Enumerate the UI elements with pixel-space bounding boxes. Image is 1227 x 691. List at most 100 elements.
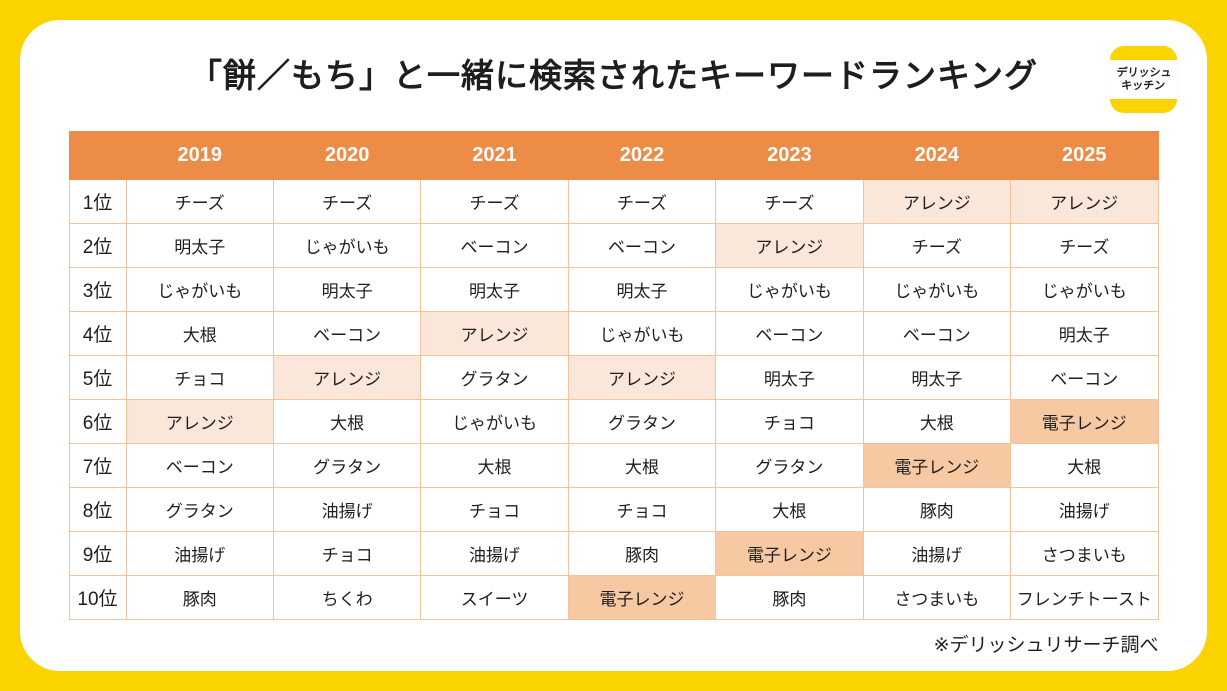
keyword-cell-2021-rank1: チーズ — [420, 179, 569, 224]
keyword-cell-2022-rank9: 豚肉 — [567, 531, 717, 576]
keyword-cell-2024-rank9: 油揚げ — [862, 531, 1012, 576]
keyword-cell-2023-rank4: ベーコン — [715, 311, 864, 356]
keyword-cell-2022-rank1: チーズ — [567, 179, 717, 224]
keyword-cell-2023-rank3: じゃがいも — [715, 267, 864, 312]
keyword-cell-2020-rank6: 大根 — [272, 399, 422, 444]
keyword-cell-2023-rank9: 電子レンジ — [715, 531, 864, 576]
keyword-cell-2019-rank3: じゃがいも — [125, 267, 274, 312]
keyword-cell-2020-rank9: チョコ — [272, 531, 422, 576]
rank-row-8: 8位 グラタン 油揚げ チョコ チョコ 大根 豚肉 油揚げ — [68, 487, 1159, 532]
keyword-cell-2020-rank4: ベーコン — [272, 311, 422, 356]
keyword-cell-2022-rank7: 大根 — [567, 443, 717, 488]
keyword-cell-2025-rank5: ベーコン — [1010, 355, 1159, 400]
keyword-cell-2019-rank5: チョコ — [125, 355, 274, 400]
keyword-cell-2024-rank5: 明太子 — [862, 355, 1012, 400]
logo-bottom-bar — [1110, 99, 1177, 113]
rank-row-6: 6位 アレンジ 大根 じゃがいも グラタン チョコ 大根 電子レンジ — [68, 399, 1159, 444]
keyword-cell-2025-rank7: 大根 — [1010, 443, 1159, 488]
keyword-cell-2020-rank8: 油揚げ — [272, 487, 422, 532]
keyword-cell-2020-rank1: チーズ — [272, 179, 422, 224]
keyword-cell-2019-rank2: 明太子 — [125, 223, 274, 268]
keyword-cell-2025-rank10: フレンチトースト — [1010, 575, 1159, 620]
rank-label-cell: 4位 — [68, 311, 127, 356]
keyword-cell-2021-rank2: ベーコン — [420, 223, 569, 268]
rank-label-cell: 9位 — [68, 531, 127, 576]
keyword-cell-2019-rank4: 大根 — [125, 311, 274, 356]
keyword-cell-2022-rank8: チョコ — [567, 487, 717, 532]
keyword-cell-2020-rank7: グラタン — [272, 443, 422, 488]
logo-line-2: キッチン — [1120, 79, 1166, 92]
keyword-cell-2025-rank4: 明太子 — [1010, 311, 1159, 356]
year-header-2024: 2024 — [862, 131, 1012, 180]
rank-row-7: 7位 ベーコン グラタン 大根 大根 グラタン 電子レンジ 大根 — [68, 443, 1159, 488]
keyword-cell-2022-rank6: グラタン — [567, 399, 717, 444]
keyword-cell-2023-rank7: グラタン — [715, 443, 864, 488]
keyword-cell-2022-rank10: 電子レンジ — [567, 575, 717, 620]
content-panel: 「餅／もち」と一緒に検索されたキーワードランキング デリッシュ キッチン 201… — [20, 20, 1207, 671]
keyword-cell-2025-rank9: さつまいも — [1010, 531, 1159, 576]
keyword-cell-2023-rank5: 明太子 — [715, 355, 864, 400]
keyword-cell-2024-rank6: 大根 — [862, 399, 1012, 444]
rank-row-10: 10位 豚肉 ちくわ スイーツ 電子レンジ 豚肉 さつまいも フレンチトースト — [68, 575, 1159, 620]
keyword-cell-2022-rank3: 明太子 — [567, 267, 717, 312]
rank-label-cell: 6位 — [68, 399, 127, 444]
year-header-row: 2019 2020 2021 2022 2023 2024 2025 — [68, 131, 1159, 180]
rank-label-cell: 2位 — [68, 223, 127, 268]
rank-row-2: 2位 明太子 じゃがいも ベーコン ベーコン アレンジ チーズ チーズ — [68, 223, 1159, 268]
keyword-cell-2023-rank2: アレンジ — [715, 223, 864, 268]
year-header-2023: 2023 — [715, 131, 864, 180]
keyword-cell-2023-rank8: 大根 — [715, 487, 864, 532]
keyword-cell-2019-rank10: 豚肉 — [125, 575, 274, 620]
keyword-cell-2025-rank3: じゃがいも — [1010, 267, 1159, 312]
table-body: 1位 チーズ チーズ チーズ チーズ チーズ アレンジ アレンジ 2位 明太子 じゃがいも ベーコンベ… — [68, 179, 1159, 620]
year-header-2021: 2021 — [420, 131, 569, 180]
keyword-cell-2019-rank1: チーズ — [125, 179, 274, 224]
keyword-cell-2024-rank10: さつまいも — [862, 575, 1012, 620]
year-header-2020: 2020 — [272, 131, 422, 180]
keyword-cell-2020-rank5: アレンジ — [272, 355, 422, 400]
keyword-cell-2021-rank6: じゃがいも — [420, 399, 569, 444]
keyword-cell-2024-rank3: じゃがいも — [862, 267, 1012, 312]
keyword-cell-2019-rank6: アレンジ — [125, 399, 274, 444]
rank-label-cell: 1位 — [68, 179, 127, 224]
keyword-cell-2022-rank5: アレンジ — [567, 355, 717, 400]
keyword-cell-2021-rank7: 大根 — [420, 443, 569, 488]
keyword-cell-2024-rank1: アレンジ — [862, 179, 1012, 224]
keyword-cell-2019-rank9: 油揚げ — [125, 531, 274, 576]
keyword-cell-2024-rank2: チーズ — [862, 223, 1012, 268]
keyword-cell-2021-rank10: スイーツ — [420, 575, 569, 620]
logo-text: デリッシュ キッチン — [1110, 60, 1177, 99]
page-title: 「餅／もち」と一緒に検索されたキーワードランキング — [188, 57, 1038, 94]
keyword-cell-2020-rank10: ちくわ — [272, 575, 422, 620]
keyword-cell-2019-rank8: グラタン — [125, 487, 274, 532]
year-header-2025: 2025 — [1010, 131, 1159, 180]
delish-kitchen-logo: デリッシュ キッチン — [1110, 46, 1177, 113]
keyword-cell-2021-rank4: アレンジ — [420, 311, 569, 356]
rank-row-3: 3位 じゃがいも 明太子 明太子 明太子 じゃがいも じゃがいも じゃがいも — [68, 267, 1159, 312]
year-header-2022: 2022 — [567, 131, 717, 180]
keyword-ranking-table: 2019 2020 2021 2022 2023 2024 2025 1位 チーズ チーズ チーズ… — [68, 131, 1159, 620]
logo-top-bar — [1110, 46, 1177, 60]
keyword-cell-2024-rank7: 電子レンジ — [862, 443, 1012, 488]
keyword-cell-2021-rank8: チョコ — [420, 487, 569, 532]
keyword-cell-2025-rank2: チーズ — [1010, 223, 1159, 268]
rank-row-9: 9位 油揚げ チョコ 油揚げ 豚肉 電子レンジ 油揚げ さつまいも — [68, 531, 1159, 576]
keyword-cell-2024-rank8: 豚肉 — [862, 487, 1012, 532]
rank-label-cell: 5位 — [68, 355, 127, 400]
keyword-cell-2023-rank10: 豚肉 — [715, 575, 864, 620]
keyword-cell-2022-rank2: ベーコン — [567, 223, 717, 268]
rank-label-cell: 7位 — [68, 443, 127, 488]
keyword-cell-2025-rank6: 電子レンジ — [1010, 399, 1159, 444]
year-header-2019: 2019 — [125, 131, 274, 180]
keyword-cell-2024-rank4: ベーコン — [862, 311, 1012, 356]
rank-label-cell: 3位 — [68, 267, 127, 312]
keyword-cell-2020-rank3: 明太子 — [272, 267, 422, 312]
keyword-cell-2021-rank5: グラタン — [420, 355, 569, 400]
rank-label-cell: 8位 — [68, 487, 127, 532]
keyword-cell-2020-rank2: じゃがいも — [272, 223, 422, 268]
keyword-cell-2023-rank6: チョコ — [715, 399, 864, 444]
header-area: 「餅／もち」と一緒に検索されたキーワードランキング デリッシュ キッチン — [20, 20, 1207, 113]
keyword-cell-2021-rank9: 油揚げ — [420, 531, 569, 576]
rank-row-5: 5位 チョコ アレンジ グラタン アレンジ 明太子 明太子 ベーコン — [68, 355, 1159, 400]
keyword-cell-2023-rank1: チーズ — [715, 179, 864, 224]
